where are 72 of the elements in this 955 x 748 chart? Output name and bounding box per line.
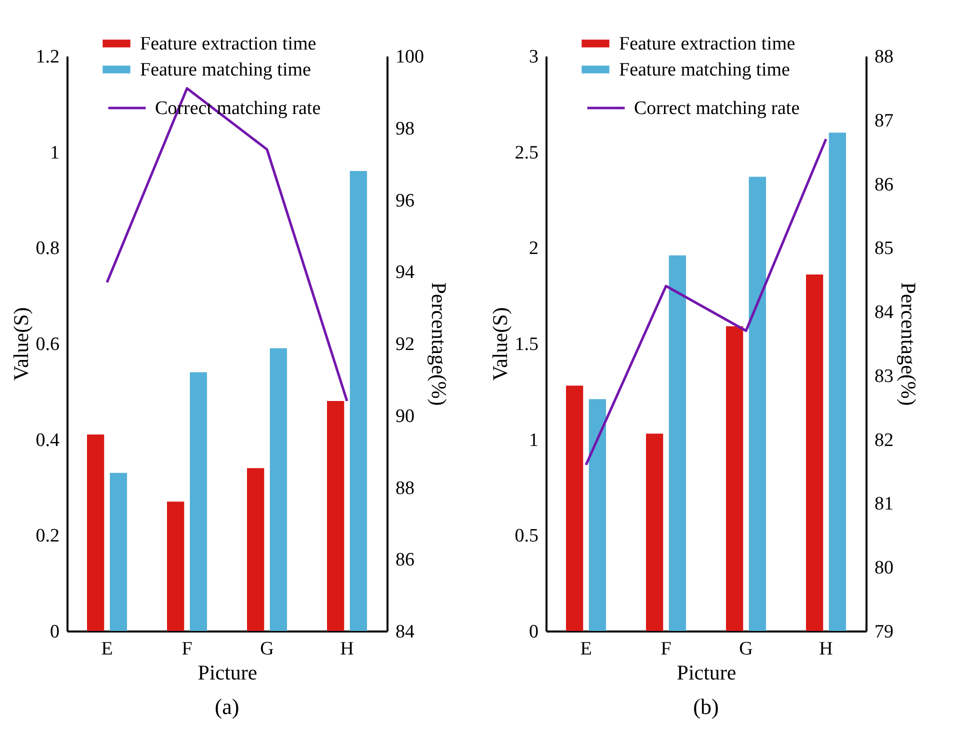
legend-label: Feature matching time (619, 60, 790, 80)
y-tick-label: 2 (529, 238, 538, 260)
bar (110, 472, 127, 631)
x-tick-label: G (739, 638, 754, 660)
bar (726, 326, 744, 631)
bar (588, 399, 606, 631)
y-tick-label: 1 (50, 142, 60, 164)
line-series (106, 87, 348, 402)
y2-tick-label: 88 (396, 478, 414, 499)
y-tick-label: 1 (529, 430, 538, 451)
y2-tick-label: 80 (874, 558, 894, 579)
bar (270, 348, 287, 631)
x-tick-label: H (340, 638, 354, 660)
legend-label: Feature extraction time (619, 34, 796, 54)
bar (167, 502, 184, 631)
y-tick-label: 1.5 (514, 334, 538, 355)
bar (247, 468, 264, 631)
y-tick-label: 1.2 (36, 46, 60, 68)
y2-tick-label: 86 (874, 174, 894, 196)
y2-tick-label: 100 (396, 46, 424, 68)
y-tick-label: 2.5 (514, 142, 538, 164)
y-tick-label: 3 (529, 46, 538, 68)
y2-tick-label: 98 (396, 118, 414, 140)
y2-tick-label: 83 (874, 366, 894, 387)
text: (a) (214, 694, 240, 719)
bar (806, 274, 824, 631)
x-tick-label: F (660, 638, 672, 660)
bar (87, 434, 104, 631)
y2-tick-label: 85 (874, 238, 894, 260)
bar (566, 386, 584, 631)
x-tick-label: F (182, 638, 192, 660)
x-tick-label: G (260, 638, 274, 660)
x-axis-title: Picture (676, 660, 736, 684)
legend-label: Feature matching time (140, 60, 311, 80)
y2-tick-label: 96 (396, 190, 414, 212)
y2-axis-title: Percentage(%) (427, 282, 451, 406)
bar (350, 171, 367, 631)
bar (748, 176, 766, 631)
x-axis-title: Picture (198, 660, 258, 684)
y-tick-label: 0.8 (36, 238, 60, 260)
bar (828, 132, 846, 631)
y2-tick-label: 79 (874, 622, 894, 642)
y2-tick-label: 84 (396, 622, 415, 642)
bar (668, 255, 686, 631)
y2-tick-label: 88 (874, 46, 894, 68)
legend-label: Correct matching rate (634, 98, 800, 119)
y2-axis-title: Percentage(%) (896, 282, 920, 406)
y-tick-label: 0 (50, 622, 60, 642)
y2-tick-label: 94 (396, 262, 415, 284)
y-axis-title: Value(S) (8, 307, 33, 381)
y2-tick-label: 90 (396, 406, 414, 427)
line-series (584, 138, 828, 466)
y2-tick-label: 82 (874, 430, 894, 451)
y-tick-label: 0 (529, 622, 538, 642)
y-tick-label: 0.6 (36, 334, 60, 355)
y2-tick-label: 87 (874, 110, 894, 132)
x-tick-label: E (101, 638, 113, 660)
y2-tick-label: 81 (874, 494, 894, 515)
y2-tick-label: 84 (874, 302, 894, 324)
x-tick-label: E (580, 638, 592, 660)
bar (646, 434, 664, 631)
text: (b) (693, 694, 719, 719)
bar (327, 401, 344, 631)
y-tick-label: 0.5 (514, 526, 538, 547)
x-tick-label: H (819, 638, 834, 660)
y2-tick-label: 92 (396, 334, 414, 355)
y2-tick-label: 86 (396, 550, 414, 571)
y-tick-label: 0.4 (36, 430, 60, 451)
y-tick-label: 0.2 (36, 526, 60, 547)
legend-label: Feature extraction time (140, 34, 316, 54)
bar (190, 372, 207, 631)
y-axis-title: Value(S) (488, 307, 512, 381)
